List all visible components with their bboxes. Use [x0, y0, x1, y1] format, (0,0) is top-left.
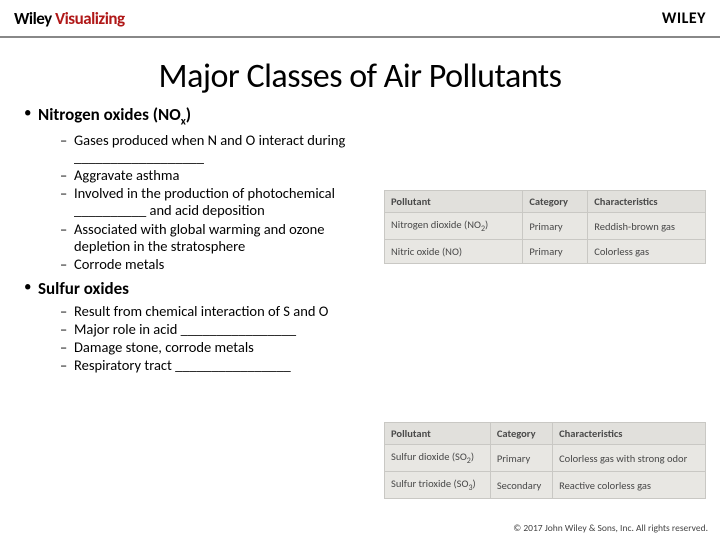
table-row: Sulfur trioxide (SO3) Secondary Reactive…: [385, 472, 706, 499]
slide-title: Major Classes of Air Pollutants: [0, 56, 720, 97]
cell-category: Secondary: [490, 472, 552, 499]
bullet: Result from chemical interaction of S an…: [60, 303, 380, 320]
section-sulfur-oxides: Sulfur oxides Result from chemical inter…: [24, 279, 702, 375]
cell-pollutant: Nitric oxide (NO): [385, 240, 523, 264]
brand-right: WILEY: [662, 9, 706, 28]
brand-left: Wiley Visualizing: [14, 8, 125, 29]
sulfur-oxides-table: Pollutant Category Characteristics Sulfu…: [384, 422, 706, 499]
bullet: Respiratory tract ________________: [60, 357, 380, 374]
cell-pollutant: Nitrogen dioxide (NO2): [385, 213, 523, 240]
cell-category: Primary: [490, 445, 552, 472]
nitrogen-oxides-table: Pollutant Category Characteristics Nitro…: [384, 190, 706, 264]
cell-pollutant: Sulfur dioxide (SO2): [385, 445, 491, 472]
bullet: Associated with global warming and ozone…: [60, 221, 380, 255]
bullet: Damage stone, corrode metals: [60, 339, 380, 356]
bullet: Gases produced when N and O interact dur…: [60, 132, 380, 166]
th-pollutant: Pollutant: [385, 423, 491, 445]
section1-heading: Nitrogen oxides (NOx): [38, 104, 191, 125]
cell-characteristics: Colorless gas: [588, 240, 706, 264]
slide-header: Wiley Visualizing WILEY: [0, 0, 720, 38]
bullet: Major role in acid ________________: [60, 321, 380, 338]
bullet: Corrode metals: [60, 256, 380, 273]
section2-heading: Sulfur oxides: [38, 278, 129, 299]
bullet: Aggravate asthma: [60, 167, 380, 184]
th-characteristics: Characteristics: [553, 423, 706, 445]
copyright-footer: © 2017 John Wiley & Sons, Inc. All right…: [513, 522, 708, 534]
table-row: Nitrogen dioxide (NO2) Primary Reddish-b…: [385, 213, 706, 240]
brand-prefix: Wiley: [14, 8, 55, 29]
brand-suffix: Visualizing: [55, 8, 125, 29]
cell-pollutant: Sulfur trioxide (SO3): [385, 472, 491, 499]
table-row: Nitric oxide (NO) Primary Colorless gas: [385, 240, 706, 264]
cell-characteristics: Colorless gas with strong odor: [553, 445, 706, 472]
th-category: Category: [490, 423, 552, 445]
cell-category: Primary: [523, 240, 588, 264]
th-category: Category: [523, 191, 588, 213]
bullet: Involved in the production of photochemi…: [60, 185, 380, 219]
cell-characteristics: Reactive colorless gas: [553, 472, 706, 499]
table-row: Sulfur dioxide (SO2) Primary Colorless g…: [385, 445, 706, 472]
cell-category: Primary: [523, 213, 588, 240]
th-characteristics: Characteristics: [588, 191, 706, 213]
cell-characteristics: Reddish-brown gas: [588, 213, 706, 240]
th-pollutant: Pollutant: [385, 191, 523, 213]
